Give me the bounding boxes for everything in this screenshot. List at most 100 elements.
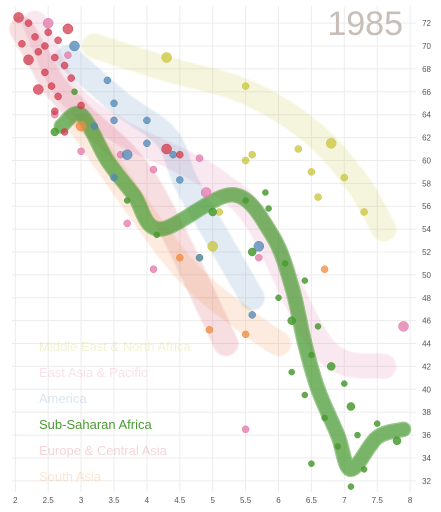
- data-point[interactable]: [307, 168, 316, 176]
- data-point[interactable]: [281, 260, 289, 267]
- data-point[interactable]: [41, 42, 49, 50]
- data-point[interactable]: [18, 40, 26, 48]
- data-point[interactable]: [326, 362, 336, 371]
- data-point[interactable]: [169, 150, 177, 159]
- data-point[interactable]: [320, 265, 329, 273]
- data-point[interactable]: [110, 99, 118, 108]
- data-point[interactable]: [392, 436, 402, 446]
- y-tick-label: 64: [422, 111, 431, 120]
- data-point[interactable]: [34, 48, 43, 56]
- data-point[interactable]: [301, 277, 309, 284]
- data-point[interactable]: [294, 145, 303, 153]
- data-point[interactable]: [51, 53, 59, 62]
- data-point[interactable]: [255, 253, 263, 262]
- data-point[interactable]: [54, 92, 62, 101]
- data-point[interactable]: [62, 23, 74, 35]
- trail-outline: [54, 44, 266, 312]
- data-point[interactable]: [67, 74, 75, 82]
- data-point[interactable]: [340, 173, 349, 182]
- data-point[interactable]: [23, 54, 34, 66]
- data-point[interactable]: [248, 311, 256, 319]
- data-point[interactable]: [275, 294, 282, 302]
- data-point[interactable]: [346, 402, 356, 411]
- data-point[interactable]: [24, 19, 33, 27]
- legend-item[interactable]: Middle East & North Africa: [39, 339, 191, 354]
- data-point[interactable]: [301, 391, 309, 399]
- data-point[interactable]: [308, 460, 315, 467]
- legend-item[interactable]: America: [39, 391, 87, 406]
- data-point[interactable]: [253, 241, 265, 252]
- data-point[interactable]: [205, 326, 214, 334]
- data-point[interactable]: [110, 173, 118, 182]
- data-point[interactable]: [75, 120, 87, 132]
- data-point[interactable]: [47, 82, 56, 90]
- data-point[interactable]: [71, 88, 78, 96]
- data-point[interactable]: [241, 82, 250, 90]
- data-point[interactable]: [287, 316, 296, 325]
- data-point[interactable]: [321, 414, 328, 422]
- data-point[interactable]: [153, 231, 161, 239]
- data-point[interactable]: [314, 193, 322, 201]
- y-tick-label: 60: [422, 156, 431, 165]
- data-point[interactable]: [241, 425, 250, 434]
- data-point[interactable]: [207, 241, 218, 252]
- data-point[interactable]: [121, 149, 133, 160]
- data-point[interactable]: [161, 52, 172, 63]
- data-point[interactable]: [325, 138, 337, 149]
- data-point[interactable]: [176, 253, 184, 262]
- data-point[interactable]: [90, 122, 99, 130]
- data-point[interactable]: [54, 36, 62, 45]
- data-point[interactable]: [41, 68, 49, 77]
- data-point[interactable]: [51, 107, 59, 116]
- data-point[interactable]: [262, 189, 269, 196]
- data-point[interactable]: [110, 116, 118, 125]
- data-point[interactable]: [60, 61, 69, 70]
- data-point[interactable]: [314, 323, 322, 330]
- data-point[interactable]: [241, 156, 250, 165]
- data-point[interactable]: [334, 443, 341, 450]
- data-point[interactable]: [200, 187, 212, 198]
- data-point[interactable]: [123, 219, 131, 228]
- data-point[interactable]: [341, 380, 348, 387]
- data-point[interactable]: [60, 128, 69, 136]
- data-point[interactable]: [354, 431, 361, 439]
- data-point[interactable]: [288, 368, 295, 376]
- legend-item[interactable]: Europe & Central Asia: [39, 443, 168, 458]
- data-point[interactable]: [143, 139, 151, 148]
- data-point[interactable]: [31, 33, 39, 41]
- data-point[interactable]: [149, 165, 158, 174]
- data-point[interactable]: [308, 351, 315, 359]
- data-point[interactable]: [149, 265, 158, 273]
- data-point[interactable]: [33, 84, 44, 95]
- data-point[interactable]: [123, 197, 131, 204]
- data-point[interactable]: [347, 483, 355, 490]
- data-point[interactable]: [13, 12, 24, 23]
- data-point[interactable]: [77, 101, 85, 110]
- data-point[interactable]: [69, 40, 80, 52]
- data-point[interactable]: [373, 420, 381, 427]
- data-point[interactable]: [195, 253, 204, 262]
- data-point[interactable]: [77, 147, 85, 156]
- data-point[interactable]: [195, 154, 204, 162]
- data-point[interactable]: [42, 17, 54, 29]
- data-point[interactable]: [161, 143, 172, 155]
- data-point[interactable]: [50, 127, 60, 137]
- legend-item[interactable]: South Asia: [39, 469, 102, 484]
- data-point[interactable]: [242, 197, 249, 204]
- legend-item[interactable]: Sub-Saharan Africa: [39, 417, 153, 432]
- data-point[interactable]: [208, 207, 217, 217]
- data-point[interactable]: [176, 176, 184, 184]
- data-point[interactable]: [360, 466, 368, 473]
- legend-item[interactable]: East Asia & Pacific: [39, 365, 148, 380]
- data-point[interactable]: [248, 150, 256, 159]
- data-point[interactable]: [247, 247, 257, 257]
- data-point[interactable]: [143, 116, 151, 125]
- data-point[interactable]: [360, 208, 368, 216]
- data-point[interactable]: [265, 205, 272, 212]
- data-point[interactable]: [103, 76, 112, 85]
- data-point[interactable]: [241, 330, 250, 339]
- data-point[interactable]: [64, 51, 72, 59]
- data-point[interactable]: [176, 150, 184, 159]
- data-point[interactable]: [398, 321, 409, 332]
- data-point[interactable]: [44, 28, 52, 37]
